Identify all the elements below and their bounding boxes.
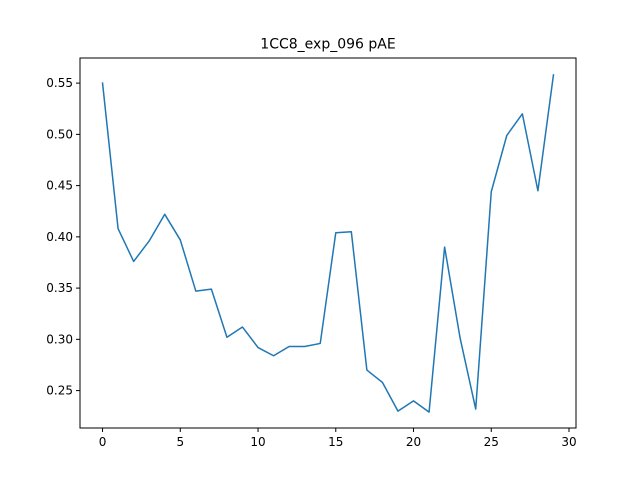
y-tick-label: 0.25 xyxy=(46,384,73,398)
x-tick-label: 30 xyxy=(561,435,576,449)
y-tick-label: 0.45 xyxy=(46,179,73,193)
series-line-1 xyxy=(101,74,555,413)
y-axis: 0.25 0.30 0.35 0.40 0.45 0.50 0.55 xyxy=(46,76,80,398)
axes-frame xyxy=(79,57,577,429)
x-tick-label: 20 xyxy=(406,435,421,449)
x-axis: 0 5 10 15 20 25 30 xyxy=(99,428,577,449)
x-tick-label: 15 xyxy=(328,435,343,449)
y-tick-label: 0.35 xyxy=(46,281,73,295)
y-tick-label: 0.30 xyxy=(46,332,73,346)
plot-area xyxy=(101,74,555,413)
y-tick-label: 0.50 xyxy=(46,127,73,141)
x-tick-label: 5 xyxy=(176,435,184,449)
x-tick-label: 10 xyxy=(250,435,265,449)
x-tick-label: 25 xyxy=(484,435,499,449)
x-tick-label: 0 xyxy=(99,435,107,449)
y-tick-label: 0.40 xyxy=(46,230,73,244)
chart-title: 1CC8_exp_096 pAE xyxy=(260,37,395,53)
y-tick-label: 0.55 xyxy=(46,76,73,90)
